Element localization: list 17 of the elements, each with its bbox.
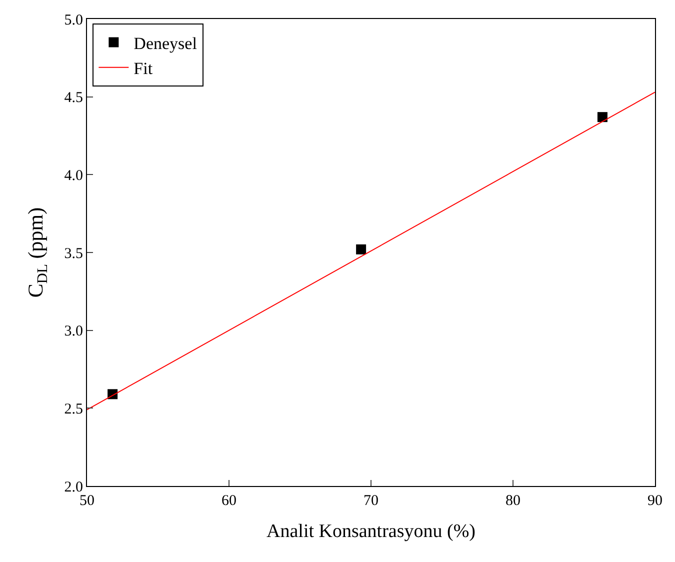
- legend-label: Fit: [134, 58, 153, 78]
- x-tick-label: 80: [506, 493, 520, 509]
- point: [356, 244, 366, 254]
- x-axis-title: Analit Konsantrasyonu (%): [266, 520, 476, 542]
- x-tick-label: 50: [80, 493, 94, 509]
- point: [597, 112, 608, 122]
- x-tick-label: 90: [648, 493, 662, 509]
- y-tick-label: 5.0: [64, 12, 83, 28]
- y-tick-label: 2.0: [64, 479, 83, 496]
- legend-label: Deneysel: [134, 34, 198, 53]
- y-tick-label: 4.5: [64, 90, 83, 106]
- y-tick-label: 3.5: [64, 246, 83, 262]
- y-tick-label: 2.5: [64, 401, 83, 418]
- x-tick-label: 70: [364, 493, 378, 509]
- y-tick-label: 3.0: [64, 324, 83, 340]
- x-tick-label: 60: [222, 493, 236, 509]
- y-tick-label: 4.0: [64, 168, 83, 184]
